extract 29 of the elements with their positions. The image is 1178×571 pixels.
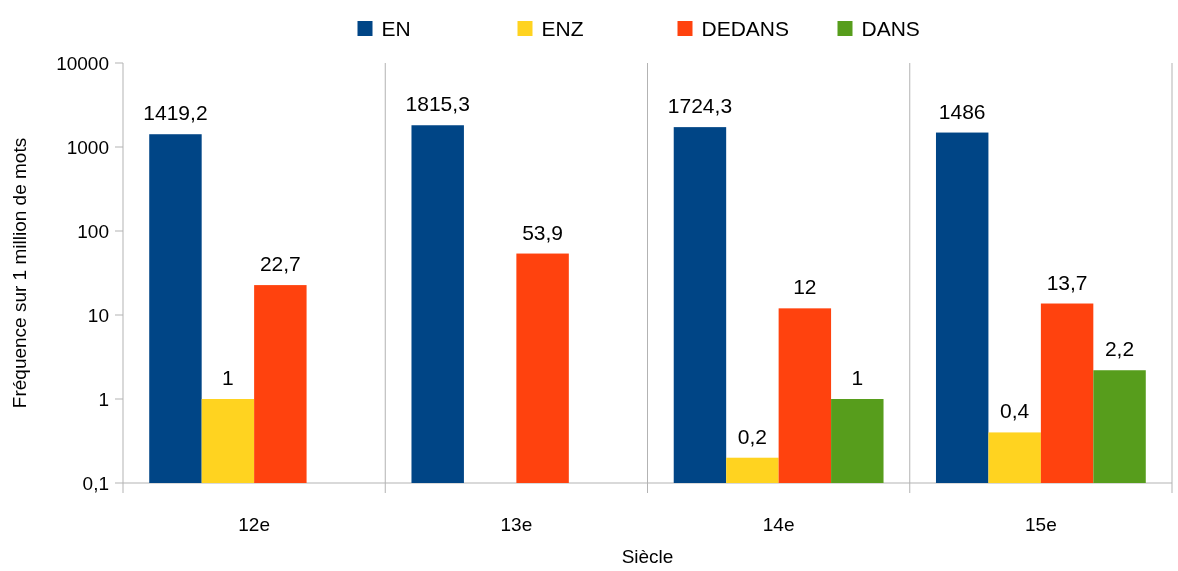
data-label: 1815,3 [405,92,470,116]
data-label: 2,2 [1104,337,1135,361]
data-label: 12 [793,275,817,299]
legend-label: DANS [861,17,920,41]
legend-label: DEDANS [701,17,790,41]
x-tick-label: 14e [762,514,795,535]
data-label: 22,7 [259,252,301,276]
data-label: 0,2 [737,424,767,448]
data-label: 1486 [938,99,986,123]
data-label: 53,9 [522,220,564,244]
legend-label: ENZ [541,17,584,41]
y-tick-label: 10000 [56,52,109,74]
x-axis-title: Siècle [621,546,674,567]
data-label: 1724,3 [667,94,733,118]
data-label: 1 [222,366,234,389]
x-tick-label: 12e [238,514,270,535]
legend-label: EN [381,17,411,41]
data-label: 1419,2 [143,101,208,125]
x-tick-label: 13e [500,514,533,535]
y-tick-label: 1 [98,388,109,410]
data-label: 1 [851,366,864,389]
x-tick-label: 15e [1025,514,1057,535]
y-tick-label: 100 [77,220,109,242]
y-tick-label: 1000 [66,136,109,158]
y-tick-label: 10 [87,304,109,326]
data-label: 13,7 [1046,270,1088,294]
data-label: 0,4 [1000,399,1030,423]
y-tick-label: 0,1 [82,472,109,494]
y-axis-title: Fréquence sur 1 million de mots [9,137,30,409]
